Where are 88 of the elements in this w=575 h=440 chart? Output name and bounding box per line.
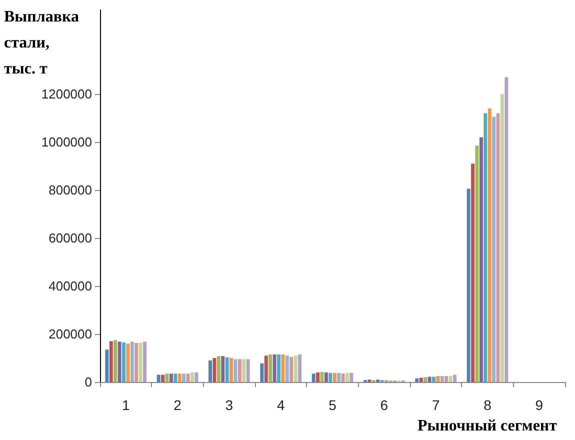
bar <box>415 378 419 382</box>
bar <box>276 354 280 382</box>
bar <box>452 374 456 382</box>
bar <box>419 378 423 382</box>
bar <box>165 374 169 382</box>
y-tick-label: 1000000 <box>41 134 92 150</box>
bar <box>294 356 298 382</box>
bar <box>492 116 496 382</box>
bar <box>272 354 276 382</box>
bar <box>285 356 289 382</box>
bar <box>122 342 126 382</box>
y-tick-label: 600000 <box>48 230 92 246</box>
bar <box>130 342 134 382</box>
bar <box>312 374 316 382</box>
bar <box>142 342 146 382</box>
bar <box>190 372 194 382</box>
y-tick-label: 400000 <box>48 278 92 294</box>
bar <box>105 350 109 382</box>
bar <box>212 358 216 382</box>
bar <box>484 113 488 382</box>
bar <box>320 372 324 382</box>
bar <box>290 356 294 382</box>
bar <box>504 77 508 382</box>
bar <box>234 359 238 382</box>
x-tick-label: 1 <box>122 397 130 413</box>
bar <box>444 376 448 382</box>
bar <box>328 372 332 382</box>
bar <box>118 342 122 382</box>
x-tick-label: 2 <box>174 397 182 413</box>
x-tick-label: 8 <box>484 397 492 413</box>
bar <box>156 374 160 382</box>
bar <box>238 359 242 382</box>
y-tick-label: 200000 <box>48 326 92 342</box>
bar <box>424 377 428 382</box>
bar <box>174 374 178 382</box>
bar <box>448 376 452 382</box>
bar <box>440 376 444 382</box>
bar <box>496 113 500 382</box>
bar <box>316 372 320 382</box>
bar <box>345 372 349 382</box>
x-tick-label: 6 <box>380 397 388 413</box>
y-tick-label: 0 <box>84 374 92 390</box>
x-axis-title: Рыночный сегмент <box>417 418 558 434</box>
bar <box>475 146 479 382</box>
x-tick-label: 7 <box>432 397 440 413</box>
y-tick-label: 1200000 <box>41 86 92 102</box>
bar <box>230 358 234 382</box>
bar <box>350 372 354 382</box>
bar <box>225 357 229 382</box>
bar <box>186 374 190 382</box>
bar <box>178 374 182 382</box>
bar <box>134 342 138 382</box>
bar <box>298 354 302 382</box>
bar <box>109 341 113 382</box>
bar <box>221 356 225 382</box>
bar <box>264 356 268 382</box>
x-tick-label: 9 <box>535 397 544 413</box>
bar <box>500 94 504 382</box>
bar <box>281 354 285 382</box>
bar <box>471 164 475 382</box>
bar <box>466 188 470 382</box>
bar <box>436 376 440 382</box>
bar <box>479 137 483 382</box>
bar <box>169 374 173 382</box>
y-axis-title: Выплавка стали, тыс. т <box>4 8 79 78</box>
bar <box>488 108 492 382</box>
bar <box>242 359 246 382</box>
bar <box>324 372 328 382</box>
bar <box>260 363 264 382</box>
bar <box>337 372 341 382</box>
bar <box>428 376 432 382</box>
bar <box>268 354 272 382</box>
x-tick-label: 5 <box>328 397 337 413</box>
bar <box>341 374 345 382</box>
bar <box>216 356 220 382</box>
x-tick-label: 3 <box>225 397 234 413</box>
bar <box>208 360 212 382</box>
bar <box>114 340 118 382</box>
bar <box>161 374 165 382</box>
bar <box>126 344 130 382</box>
bar <box>432 376 436 382</box>
bar <box>246 359 250 382</box>
x-tick-label: 4 <box>276 397 285 413</box>
bar <box>194 372 198 382</box>
bar <box>182 374 186 382</box>
bar <box>138 342 142 382</box>
bar <box>332 372 336 382</box>
y-tick-label: 800000 <box>48 182 92 198</box>
